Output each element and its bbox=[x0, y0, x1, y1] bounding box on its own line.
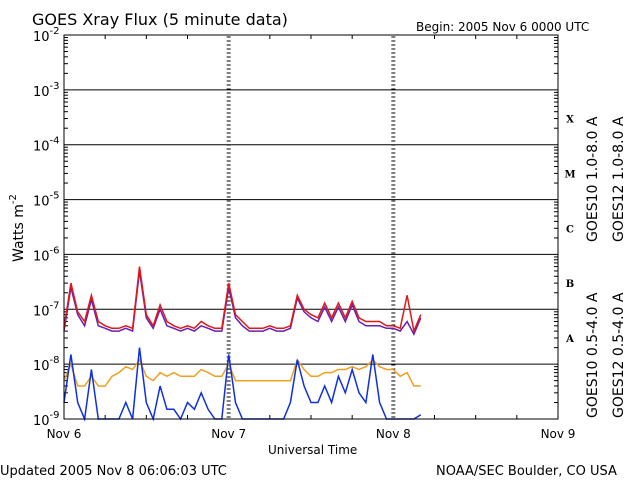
series-line-2 bbox=[63, 358, 421, 387]
y-tick-label-6: 10-8 bbox=[33, 355, 60, 374]
y-tick-label-4: 10-6 bbox=[33, 245, 60, 264]
x-axis-ticks: Nov 6 Nov 7 Nov 8 Nov 9 bbox=[47, 35, 576, 441]
flare-class-b: B bbox=[566, 279, 574, 290]
grid-lines bbox=[64, 89, 558, 365]
plot-frame bbox=[63, 34, 559, 420]
x-tick-label-2: Nov 8 bbox=[376, 427, 411, 441]
svg-text:Watts m-2: Watts m-2 bbox=[8, 194, 27, 262]
flare-class-labels: X M C B A bbox=[564, 115, 575, 345]
begin-label: Begin: 2005 Nov 6 0000 UTC bbox=[416, 20, 589, 34]
y-tick-label-5: 10-7 bbox=[33, 300, 60, 319]
legend: GOES10 1.0-8.0 A GOES12 1.0-8.0 A GOES10 0… bbox=[585, 116, 627, 418]
series-line-0 bbox=[63, 270, 422, 337]
legend-entry-2: GOES10 0.5-4.0 A bbox=[585, 292, 601, 418]
flare-class-a: A bbox=[565, 334, 574, 345]
series-line-1 bbox=[63, 266, 422, 334]
updated-timestamp: Updated 2005 Nov 8 06:06:03 UTC bbox=[0, 464, 227, 479]
legend-entry-0: GOES10 1.0-8.0 A bbox=[585, 116, 601, 242]
y-tick-label-0: 10-2 bbox=[33, 26, 60, 45]
legend-entry-1: GOES12 1.0-8.0 A bbox=[611, 116, 627, 242]
flare-class-c: C bbox=[566, 224, 574, 235]
y-tick-label-2: 10-4 bbox=[33, 136, 60, 155]
y-axis-label-text: Watts m bbox=[11, 204, 27, 262]
x-tick-label-0: Nov 6 bbox=[47, 427, 82, 441]
y-tick-label-1: 10-3 bbox=[33, 81, 60, 100]
x-tick-label-1: Nov 7 bbox=[211, 427, 246, 441]
y-axis-ticks: 10-2 10-3 10-4 10-5 10-6 10-7 10-8 10-9 bbox=[33, 26, 558, 429]
y-axis-label: Watts m-2 bbox=[8, 194, 27, 262]
chart-title: GOES Xray Flux (5 minute data) bbox=[32, 10, 288, 29]
credit-label: NOAA/SEC Boulder, CO USA bbox=[436, 464, 617, 479]
y-tick-label-3: 10-5 bbox=[33, 191, 60, 210]
y-tick-label-7: 10-9 bbox=[33, 410, 60, 429]
flare-class-m: M bbox=[564, 169, 575, 180]
y-axis-label-sup: -2 bbox=[8, 194, 19, 204]
series-line-3 bbox=[63, 347, 422, 422]
data-series bbox=[63, 266, 422, 422]
x-axis-label: Universal Time bbox=[268, 443, 357, 457]
x-tick-label-3: Nov 9 bbox=[541, 427, 576, 441]
flare-class-x: X bbox=[566, 115, 574, 126]
legend-entry-3: GOES12 0.5-4.0 A bbox=[611, 292, 627, 418]
